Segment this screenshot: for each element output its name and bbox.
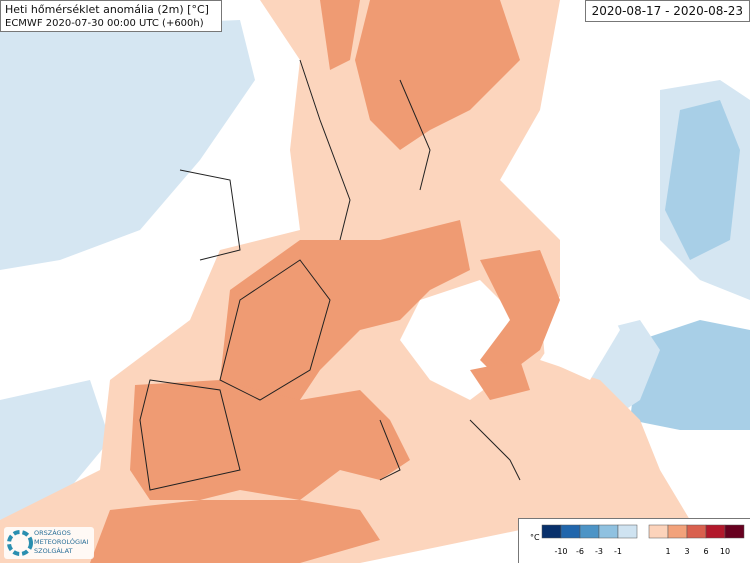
legend-unit: °C [530,533,540,542]
logo-icon [7,530,33,556]
logo: ORSZÁGOS METEOROLÓGIAI SZOLGÁLAT [4,527,94,559]
legend-swatch [560,524,581,539]
logo-line: METEOROLÓGIAI [34,538,89,546]
legend-swatch [724,524,745,539]
legend-label: 3 [684,547,689,556]
warm-area [470,360,530,400]
warm-area [355,0,520,150]
legend-scale: °C -10 -6 -3 -1 1 3 6 10 [530,524,745,556]
legend-swatch [648,524,669,539]
cool-area [630,320,750,430]
warm-area [130,380,410,500]
warm-area [480,250,560,380]
legend-swatch [579,524,600,539]
logo-line: ORSZÁGOS [34,529,71,537]
period: 2020-08-17 - 2020-08-23 [584,0,750,22]
legend-swatch [541,524,562,539]
legend: °C -10 -6 -3 -1 1 3 6 10 [518,518,750,563]
logo-text: ORSZÁGOS METEOROLÓGIAI SZOLGÁLAT [34,529,88,556]
legend-swatch [667,524,688,539]
cool-area [665,100,740,260]
subtitle: ECMWF 2020-07-30 00:00 UTC (+600h) [5,18,204,29]
legend-swatch [617,524,638,539]
legend-label: -1 [614,547,622,556]
legend-label: -10 [554,547,567,556]
warm-area [220,220,470,400]
cool-area [0,380,110,520]
legend-label: -6 [576,547,584,556]
legend-label: 1 [665,547,670,556]
legend-swatch [686,524,707,539]
cool-area [0,20,255,270]
neutral-area [540,290,620,380]
legend-swatch [598,524,619,539]
warm-area [320,0,360,70]
legend-swatch [705,524,726,539]
warm-area [90,500,380,563]
title: Heti hőmérséklet anomália (2m) [°C] [5,3,209,16]
legend-label: 10 [720,547,730,556]
legend-label: 6 [703,547,708,556]
coastline [139,59,521,491]
legend-label: -3 [595,547,603,556]
title-box: Heti hőmérséklet anomália (2m) [°C] ECMW… [0,0,222,32]
logo-line: SZOLGÁLAT [34,547,73,555]
